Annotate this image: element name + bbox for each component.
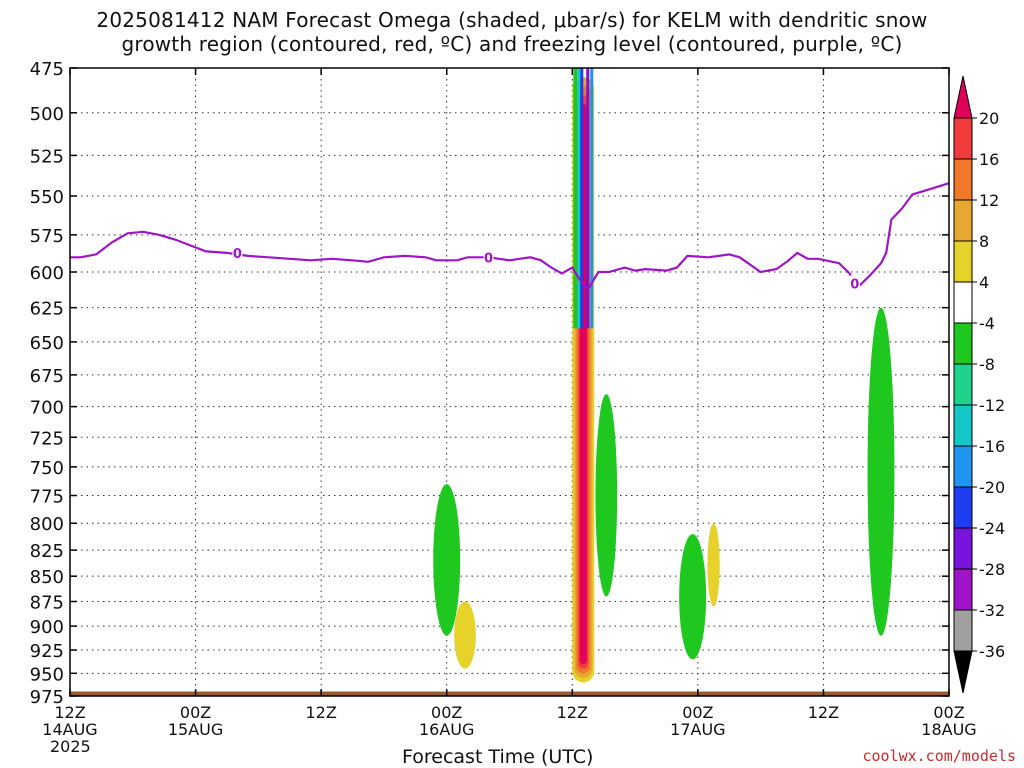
x-tick-label: 12Z — [557, 703, 588, 722]
omega-ascent — [595, 394, 618, 597]
colorbar-swatch — [953, 609, 973, 652]
colorbar-arrow-top — [953, 75, 973, 119]
colorbar-label: -28 — [979, 560, 1005, 579]
y-tick-label: 475 — [30, 59, 64, 80]
grid-lines — [70, 68, 949, 696]
omega-shading — [433, 68, 895, 683]
y-tick-label: 825 — [30, 541, 64, 562]
y-tick-label: 500 — [30, 104, 64, 125]
omega-ascent — [679, 534, 707, 660]
credit-text[interactable]: coolwx.com/models — [862, 747, 1016, 765]
y-tick-label: 700 — [30, 398, 64, 419]
x-tick-label: 18AUG — [921, 720, 976, 739]
core-streak — [577, 68, 581, 329]
y-tick-label: 625 — [30, 299, 64, 320]
y-tick-label: 525 — [30, 146, 64, 167]
x-axis-label: Forecast Time (UTC) — [402, 746, 594, 768]
colorbar-label: 20 — [979, 109, 999, 128]
colorbar-label: -16 — [979, 437, 1005, 456]
x-tick-label: 12Z — [305, 703, 336, 722]
core-streak — [586, 68, 590, 329]
y-tick-label: 575 — [30, 226, 64, 247]
x-tick-label: 00Z — [180, 703, 211, 722]
omega-ascent — [867, 307, 895, 636]
core-streak — [580, 68, 584, 329]
colorbar-swatch — [953, 240, 973, 283]
colorbar-swatch — [953, 486, 973, 529]
colorbar-arrow-bottom — [953, 650, 973, 694]
colorbar-swatch — [953, 445, 973, 488]
contour-label: 0 — [484, 251, 493, 266]
x-tick-label: 00Z — [431, 703, 462, 722]
y-tick-label: 800 — [30, 514, 64, 535]
colorbar-swatch — [953, 322, 973, 365]
x-tick-label: 2025 — [50, 737, 91, 756]
y-tick-label: 650 — [30, 333, 64, 354]
y-tick-label: 925 — [30, 641, 64, 662]
colorbar-swatch — [953, 158, 973, 201]
colorbar-swatch — [953, 281, 973, 324]
contour-label-bg — [483, 249, 494, 264]
chart-title-line-2: growth region (contoured, red, ºC) and f… — [121, 32, 903, 56]
x-tick-label: 12Z — [54, 703, 85, 722]
colorbar-label: -4 — [979, 314, 995, 333]
y-tick-label: 775 — [30, 487, 64, 508]
colorbar-swatch — [953, 527, 973, 570]
core-streak — [573, 68, 578, 329]
colorbar-swatch — [953, 363, 973, 406]
colorbar-swatch — [953, 568, 973, 611]
y-tick-label: 900 — [30, 617, 64, 638]
y-tick-label: 875 — [30, 592, 64, 613]
colorbar-label: 8 — [979, 232, 989, 251]
y-tick-label: 725 — [30, 428, 64, 449]
contour-label: 0 — [850, 278, 859, 293]
colorbar-swatch — [953, 199, 973, 242]
x-tick-label: 00Z — [933, 703, 964, 722]
contour-label-bg — [232, 244, 243, 259]
x-tick-label: 15AUG — [168, 720, 223, 739]
x-tick-label: 00Z — [682, 703, 713, 722]
colorbar-label: -24 — [979, 519, 1005, 538]
colorbar-label: -12 — [979, 396, 1005, 415]
x-tick-label: 14AUG — [42, 720, 97, 739]
colorbar-label: 16 — [979, 150, 999, 169]
contour-label: 0 — [233, 247, 242, 262]
colorbar-label: 4 — [979, 273, 989, 292]
chart-title-line-1: 2025081412 NAM Forecast Omega (shaded, μ… — [96, 8, 928, 32]
x-tick-label: 17AUG — [670, 720, 725, 739]
colorbar-label: -20 — [979, 478, 1005, 497]
y-axis: 475 500 525 550 575 600 625 650 675 700 725 750 775 8… — [30, 59, 949, 708]
core-streak — [590, 68, 594, 329]
y-tick-label: 950 — [30, 664, 64, 685]
ground-fill — [70, 691, 949, 696]
colorbar-label: -32 — [979, 601, 1005, 620]
omega-descent — [707, 523, 720, 607]
omega-descent — [454, 601, 476, 669]
colorbar-swatch — [953, 404, 973, 447]
plot-area — [70, 68, 949, 696]
x-tick-label: 16AUG — [419, 720, 474, 739]
x-tick-label: 12Z — [808, 703, 839, 722]
y-tick-label: 550 — [30, 187, 64, 208]
colorbar-label: -8 — [979, 355, 995, 374]
y-tick-label: 600 — [30, 263, 64, 284]
omega-ascent — [433, 484, 461, 636]
y-tick-label: 675 — [30, 366, 64, 387]
colorbar-swatch — [953, 117, 973, 160]
contour-label-bg — [849, 275, 860, 290]
freezing-level-contour: 0 0 0 — [70, 182, 949, 293]
colorbar: 20 16 12 8 4 -4 -8 -12 -16 -20 -24 -28 -32 -36 — [953, 75, 1005, 694]
colorbar-label: -36 — [979, 642, 1005, 661]
plot-frame — [69, 67, 950, 697]
y-tick-label: 850 — [30, 567, 64, 588]
y-tick-label: 975 — [30, 687, 64, 708]
ground-layer — [70, 691, 949, 696]
y-tick-label: 750 — [30, 458, 64, 479]
colorbar-label: 12 — [979, 191, 999, 210]
